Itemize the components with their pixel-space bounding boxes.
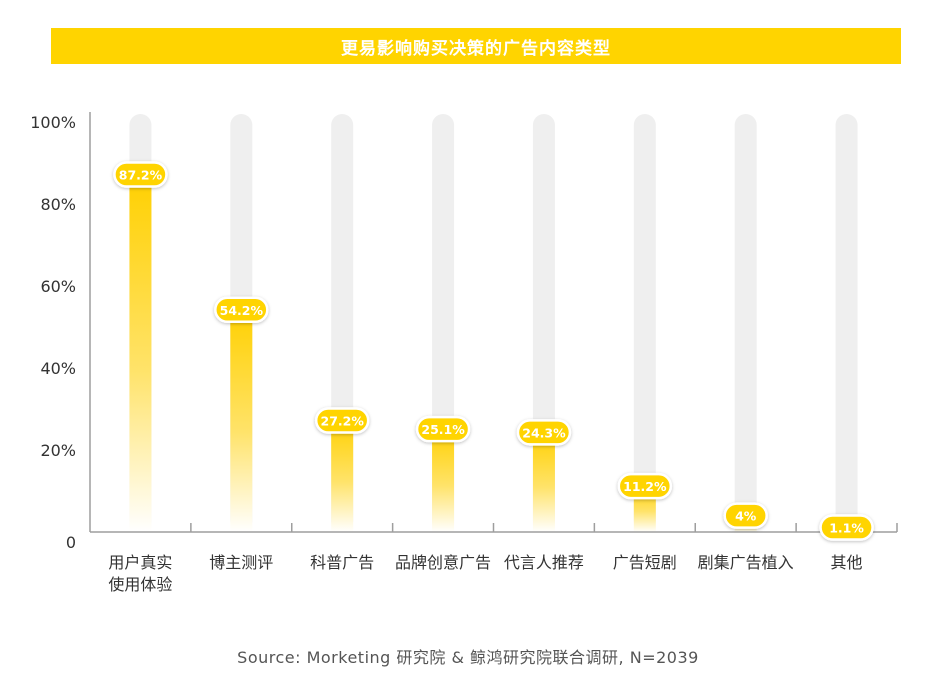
data-label-pill: [819, 514, 874, 541]
y-tick-label: 40%: [40, 359, 76, 378]
x-tick-label: 代言人推荐: [504, 553, 584, 572]
data-label: 87.2%: [119, 167, 163, 182]
data-label-pill: [617, 472, 673, 500]
x-tick-label: 用户真实: [108, 553, 172, 572]
chart-title: 更易影响购买决策的广告内容类型: [341, 38, 611, 59]
title-bar: 更易影响购买决策的广告内容类型: [51, 28, 901, 64]
x-tick-label: 博主测评: [209, 553, 273, 572]
bar: [432, 429, 455, 532]
data-label: 4%: [735, 509, 757, 524]
data-label-pill: [113, 161, 168, 188]
bar: [532, 432, 555, 532]
data-label-pill: [516, 419, 572, 446]
data-label-pill: [415, 415, 471, 443]
data-label-pill: [214, 296, 269, 324]
bar-track: [633, 114, 656, 532]
data-label: 54.2%: [220, 303, 264, 318]
x-tick-label: 品牌创意广告: [395, 553, 491, 572]
data-label-pill: [723, 502, 768, 529]
data-label: 25.1%: [421, 422, 465, 437]
bar: [331, 420, 354, 532]
x-tick-label: 科普广告: [310, 553, 374, 572]
x-tick-label: 其他: [831, 553, 863, 572]
y-tick-label: 60%: [40, 277, 76, 296]
y-tick-label: 0: [66, 533, 76, 552]
y-tick-label: 20%: [40, 441, 76, 460]
bar: [230, 309, 253, 532]
data-label: 11.2%: [623, 479, 667, 494]
data-label-pill: [314, 407, 370, 434]
y-tick-label: 80%: [40, 195, 76, 214]
bar: [129, 174, 152, 533]
x-tick-label: 广告短剧: [613, 553, 677, 572]
bar-track: [734, 114, 757, 532]
source-note: Source: Morketing 研究院 & 鲸鸿研究院联合调研, N=203…: [237, 648, 699, 667]
x-tick-label: 使用体验: [108, 575, 172, 594]
bar-track: [835, 114, 858, 532]
y-tick-label: 100%: [30, 113, 76, 132]
data-label: 24.3%: [522, 425, 566, 440]
data-label: 27.2%: [321, 413, 365, 428]
bar-chart: 0 20% 40% 60% 80% 100% 用户真实使用体验 博主测评 科普广告 品牌创意广告代…: [30, 112, 898, 594]
data-label: 1.1%: [829, 520, 864, 535]
x-tick-label: 剧集广告植入: [698, 553, 794, 572]
